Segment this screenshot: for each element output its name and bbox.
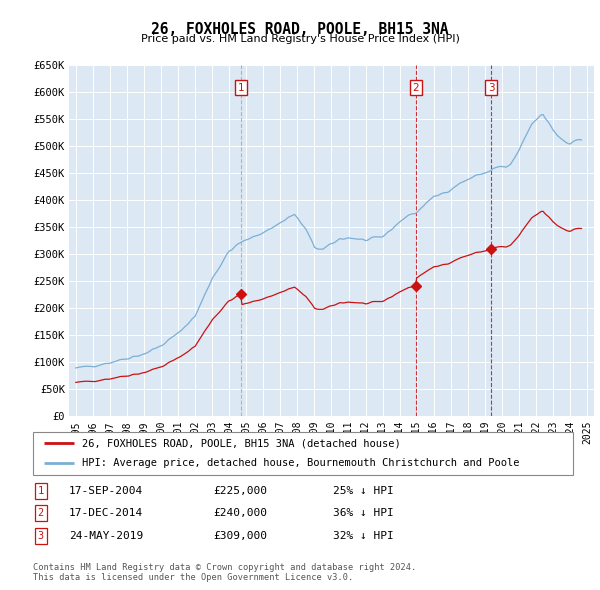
Text: 2: 2 (38, 509, 44, 518)
Text: £225,000: £225,000 (213, 486, 267, 496)
Text: 17-SEP-2004: 17-SEP-2004 (69, 486, 143, 496)
Text: £309,000: £309,000 (213, 531, 267, 540)
Text: HPI: Average price, detached house, Bournemouth Christchurch and Poole: HPI: Average price, detached house, Bour… (82, 458, 519, 468)
Text: 36% ↓ HPI: 36% ↓ HPI (333, 509, 394, 518)
Text: 3: 3 (38, 531, 44, 540)
Text: 24-MAY-2019: 24-MAY-2019 (69, 531, 143, 540)
Text: £240,000: £240,000 (213, 509, 267, 518)
Text: 1: 1 (38, 486, 44, 496)
Text: This data is licensed under the Open Government Licence v3.0.: This data is licensed under the Open Gov… (33, 573, 353, 582)
Text: Price paid vs. HM Land Registry's House Price Index (HPI): Price paid vs. HM Land Registry's House … (140, 34, 460, 44)
Text: 26, FOXHOLES ROAD, POOLE, BH15 3NA (detached house): 26, FOXHOLES ROAD, POOLE, BH15 3NA (deta… (82, 438, 400, 448)
Text: 17-DEC-2014: 17-DEC-2014 (69, 509, 143, 518)
FancyBboxPatch shape (33, 432, 573, 475)
Text: 2: 2 (413, 83, 419, 93)
Text: Contains HM Land Registry data © Crown copyright and database right 2024.: Contains HM Land Registry data © Crown c… (33, 563, 416, 572)
Text: 3: 3 (488, 83, 494, 93)
Text: 1: 1 (238, 83, 245, 93)
Text: 26, FOXHOLES ROAD, POOLE, BH15 3NA: 26, FOXHOLES ROAD, POOLE, BH15 3NA (151, 22, 449, 37)
Text: 25% ↓ HPI: 25% ↓ HPI (333, 486, 394, 496)
Text: 32% ↓ HPI: 32% ↓ HPI (333, 531, 394, 540)
